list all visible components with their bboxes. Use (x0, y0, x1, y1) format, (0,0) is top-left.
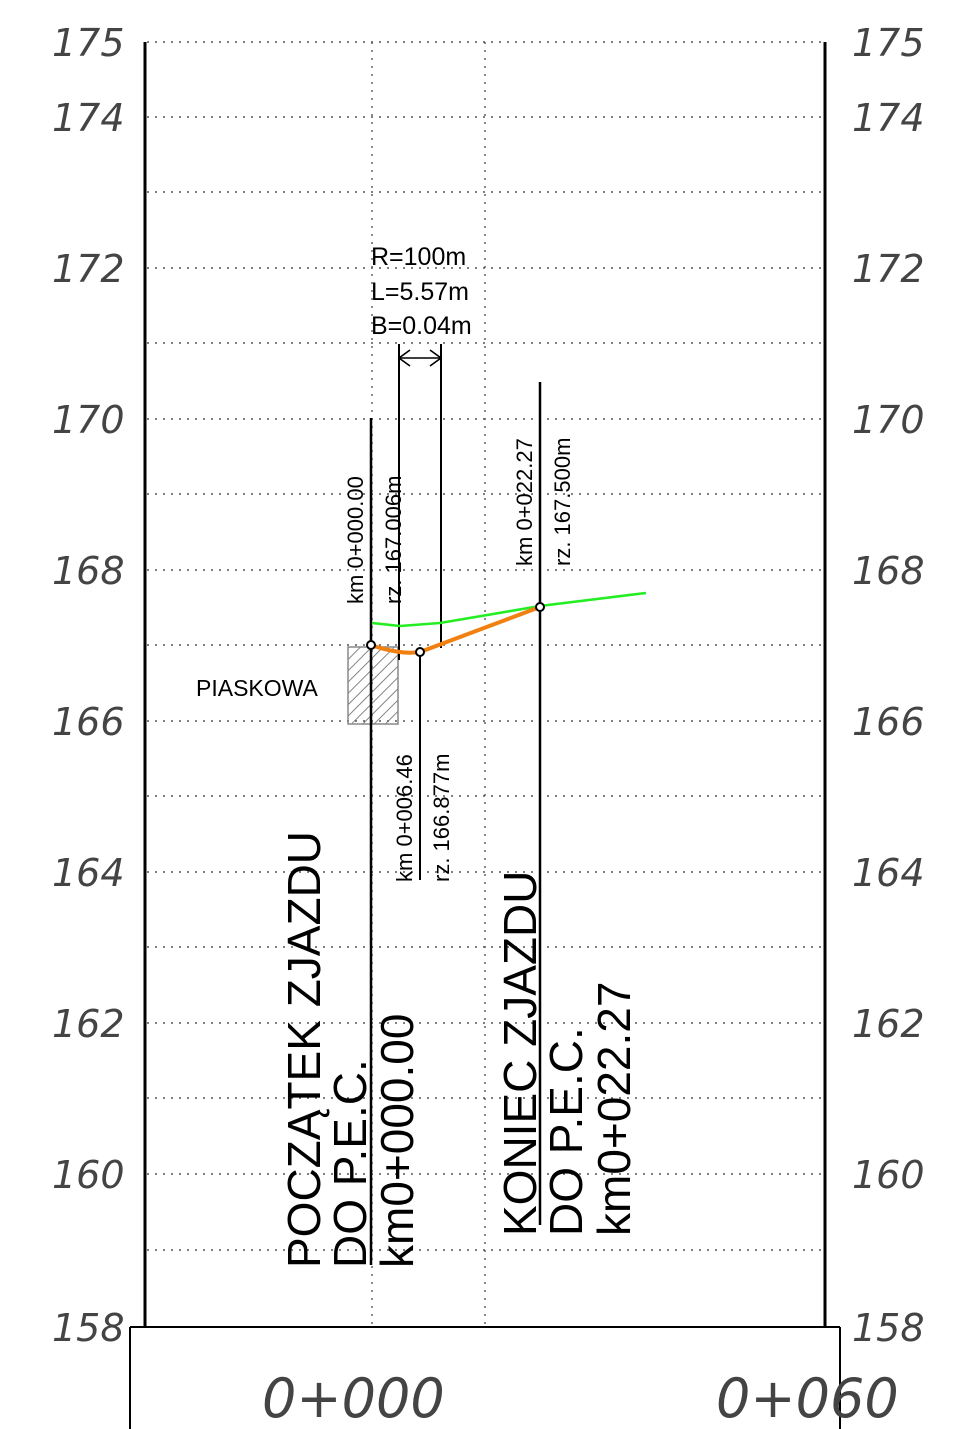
mid-rz-label: rz. 166.877m (429, 754, 454, 882)
end-annotation-line2: DO P.E.C. (540, 1027, 592, 1236)
elevation-labels-left: 175 174 172 170 168 166 164 162 160 158 (52, 21, 125, 1350)
curve-length: L=5.57m (371, 278, 469, 306)
elevation-label: 168 (52, 549, 125, 593)
elevation-label: 166 (52, 700, 125, 744)
elevation-label: 166 (852, 700, 925, 744)
elevation-label: 160 (52, 1153, 125, 1197)
elevation-label: 160 (852, 1153, 925, 1197)
curve-bisector: B=0.04m (371, 312, 472, 340)
start-annotation-line3: km0+000.00 (371, 1014, 423, 1268)
curve-dimension (399, 350, 441, 366)
elevation-label: 170 (852, 398, 925, 442)
elevation-label: 158 (852, 1306, 925, 1350)
end-annotation-line3: km0+022.27 (588, 982, 640, 1236)
elevation-labels-right: 175 174 172 170 168 166 164 162 160 158 (852, 21, 925, 1350)
station-label-start: 0+000 (262, 1367, 445, 1429)
elevation-label: 164 (852, 851, 925, 895)
elevation-label: 170 (52, 398, 125, 442)
elevation-label: 162 (852, 1002, 925, 1046)
elevation-label: 168 (852, 549, 925, 593)
elevation-label: 172 (852, 247, 925, 291)
existing-road-hatch (348, 647, 398, 724)
end-annotation-line1: KONIEC ZJAZDU (494, 871, 546, 1236)
curve-radius: R=100m (371, 243, 466, 271)
start-annotation-line1: POCZĄTEK ZJAZDU (278, 831, 330, 1268)
end-km-label: km 0+022.27 (512, 438, 537, 566)
elevation-label: 172 (52, 247, 125, 291)
design-grade-line (371, 607, 540, 653)
street-label: PIASKOWA (196, 675, 318, 701)
elevation-label: 174 (52, 96, 125, 140)
end-rz-label: rz. 167.500m (550, 438, 575, 566)
elevation-label: 158 (52, 1306, 125, 1350)
start-annotation-line2: DO P.E.C. (324, 1059, 376, 1268)
point-marker (367, 641, 375, 649)
start-rz-label: rz. 167.006m (381, 476, 406, 604)
elevation-label: 175 (52, 21, 125, 65)
terrain-line (372, 593, 646, 626)
start-km-label: km 0+000.00 (343, 476, 368, 604)
elevation-label: 174 (852, 96, 925, 140)
elevation-label: 162 (52, 1002, 125, 1046)
elevation-label: 175 (852, 21, 925, 65)
mid-km-label: km 0+006.46 (392, 754, 417, 882)
point-marker (536, 603, 544, 611)
point-marker (416, 648, 424, 656)
elevation-label: 164 (52, 851, 125, 895)
station-label-end: 0+060 (716, 1367, 899, 1429)
